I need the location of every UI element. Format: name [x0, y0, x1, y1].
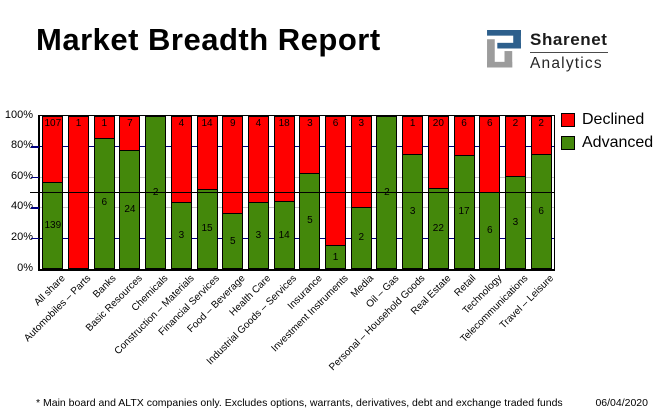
brand-name: Sharenet [530, 30, 608, 53]
bar-advanced-segment [454, 155, 474, 268]
y-tick-label-20: 20% [10, 230, 33, 243]
value-label-declined: 4 [178, 118, 185, 129]
bar-advanced-segment [428, 187, 448, 268]
report-date: 06/04/2020 [595, 397, 648, 409]
value-label-declined: 2 [512, 118, 519, 129]
value-label-advanced: 139 [44, 219, 62, 231]
midline-50pct [30, 191, 554, 194]
value-label-advanced: 3 [178, 230, 185, 242]
value-label-advanced: 5 [307, 215, 313, 227]
bar-advanced-segment [248, 202, 268, 268]
legend-label-declined: Declined [582, 111, 645, 128]
brand-text: Sharenet Analytics [530, 30, 608, 73]
bar-advanced-segment [94, 137, 114, 268]
legend-item-advanced: Advanced [561, 134, 653, 152]
bar-Retail: 6 17 [453, 116, 475, 269]
value-label-declined: 14 [201, 118, 213, 129]
axis-tick-60 [31, 176, 39, 179]
value-label-advanced: 3 [255, 230, 262, 242]
value-label-advanced: 6 [486, 224, 493, 236]
axis-tick-20 [31, 237, 39, 240]
value-label-declined: 1 [409, 118, 416, 129]
value-label-advanced: 3 [512, 217, 519, 229]
bar-advanced-segment [274, 200, 294, 268]
value-label-advanced: 5 [229, 235, 236, 247]
axis-tick-80 [31, 146, 39, 148]
value-label-declined: 6 [486, 118, 493, 129]
footer: * Main board and ALTX companies only. Ex… [0, 397, 655, 409]
value-label-declined: 20 [432, 118, 444, 129]
value-label-advanced: 6 [101, 197, 108, 209]
value-label-advanced: 2 [358, 232, 365, 244]
y-tick-label-80: 80% [10, 139, 33, 152]
bar-advanced-segment [403, 153, 423, 268]
brand-logo: Sharenet Analytics [486, 30, 608, 73]
value-label-declined: 6 [332, 118, 339, 129]
value-label-declined: 2 [538, 118, 544, 129]
value-label-declined: 107 [44, 118, 62, 129]
bar-advanced-segment [505, 176, 525, 268]
bar-advanced-segment [197, 188, 217, 268]
value-label-advanced: 3 [409, 205, 416, 217]
value-label-advanced: 6 [538, 205, 544, 217]
bar-advanced-segment [326, 245, 346, 268]
bar-advanced-segment [351, 206, 371, 268]
value-label-declined: 6 [461, 118, 467, 129]
advanced-swatch-icon [561, 136, 575, 150]
bar-advanced-segment [300, 172, 320, 268]
y-tick-label-40: 40% [10, 200, 33, 213]
gridline-60 [40, 176, 554, 178]
value-label-advanced: 24 [124, 203, 136, 215]
value-label-declined: 4 [255, 118, 262, 129]
legend: Declined Advanced [561, 111, 653, 157]
value-label-advanced: 15 [201, 223, 213, 235]
bar-advanced-segment [43, 181, 63, 268]
value-label-advanced: 17 [458, 206, 470, 218]
bar-advanced-segment [531, 153, 551, 268]
y-tick-label-100: 100% [4, 108, 33, 121]
bar-advanced-segment [171, 202, 191, 268]
value-label-declined: 1 [75, 118, 82, 129]
y-tick-label-60: 60% [10, 169, 33, 182]
value-label-declined: 3 [307, 118, 313, 129]
value-label-declined: 9 [229, 118, 236, 129]
value-label-declined: 7 [127, 118, 133, 129]
value-label-advanced: 14 [278, 229, 290, 241]
y-tick-label-0: 0% [17, 261, 33, 274]
plot-area: 1071391167242431415954318143561322132022… [30, 115, 555, 271]
axis-tick-40 [31, 207, 39, 209]
brand-subtitle: Analytics [530, 55, 603, 72]
gridline-20 [40, 237, 554, 239]
sharenet-logo-icon [487, 30, 521, 68]
legend-item-declined: Declined [561, 111, 653, 129]
gridline-80 [40, 146, 554, 148]
declined-swatch-icon [561, 113, 575, 127]
value-label-declined: 18 [278, 118, 290, 129]
legend-label-advanced: Advanced [582, 134, 654, 151]
gridline-40 [40, 207, 554, 209]
page-title: Market Breadth Report [36, 22, 381, 57]
value-label-declined: 3 [358, 118, 365, 129]
footnote-text: * Main board and ALTX companies only. Ex… [36, 397, 563, 409]
bar-advanced-segment [120, 150, 140, 268]
value-label-declined: 1 [101, 118, 108, 129]
value-label-advanced: 22 [432, 222, 444, 234]
bar-advanced-segment [223, 213, 243, 268]
value-label-advanced: 1 [332, 252, 339, 264]
